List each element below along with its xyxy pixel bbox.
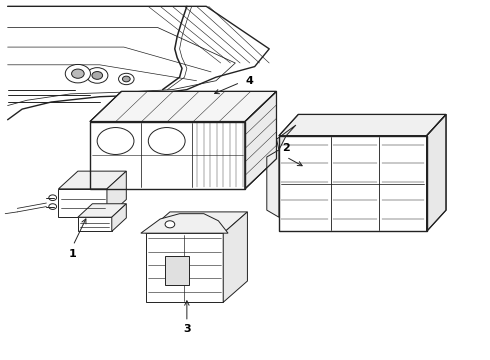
Circle shape bbox=[148, 127, 185, 154]
Polygon shape bbox=[267, 150, 279, 217]
Polygon shape bbox=[78, 204, 126, 217]
Polygon shape bbox=[146, 212, 247, 233]
Circle shape bbox=[97, 127, 134, 154]
Polygon shape bbox=[107, 171, 126, 217]
Text: 1: 1 bbox=[69, 249, 77, 259]
Polygon shape bbox=[90, 91, 276, 122]
Polygon shape bbox=[112, 204, 126, 231]
Polygon shape bbox=[276, 125, 296, 150]
Polygon shape bbox=[141, 214, 228, 233]
Polygon shape bbox=[165, 256, 189, 284]
Text: 3: 3 bbox=[183, 324, 191, 334]
Circle shape bbox=[87, 68, 108, 83]
Polygon shape bbox=[279, 136, 427, 231]
Polygon shape bbox=[78, 217, 112, 231]
Circle shape bbox=[49, 195, 56, 201]
Polygon shape bbox=[58, 171, 126, 189]
Polygon shape bbox=[90, 122, 245, 189]
Circle shape bbox=[72, 69, 84, 78]
Circle shape bbox=[65, 64, 91, 83]
Polygon shape bbox=[223, 212, 247, 302]
Polygon shape bbox=[427, 114, 446, 231]
Circle shape bbox=[119, 73, 134, 85]
Polygon shape bbox=[245, 91, 276, 189]
Circle shape bbox=[92, 72, 102, 79]
Circle shape bbox=[165, 221, 175, 228]
Polygon shape bbox=[58, 189, 107, 217]
Circle shape bbox=[49, 204, 56, 210]
Polygon shape bbox=[279, 114, 446, 136]
Polygon shape bbox=[146, 233, 223, 302]
Circle shape bbox=[122, 76, 130, 82]
Text: 2: 2 bbox=[282, 143, 290, 153]
Text: 4: 4 bbox=[245, 76, 253, 86]
